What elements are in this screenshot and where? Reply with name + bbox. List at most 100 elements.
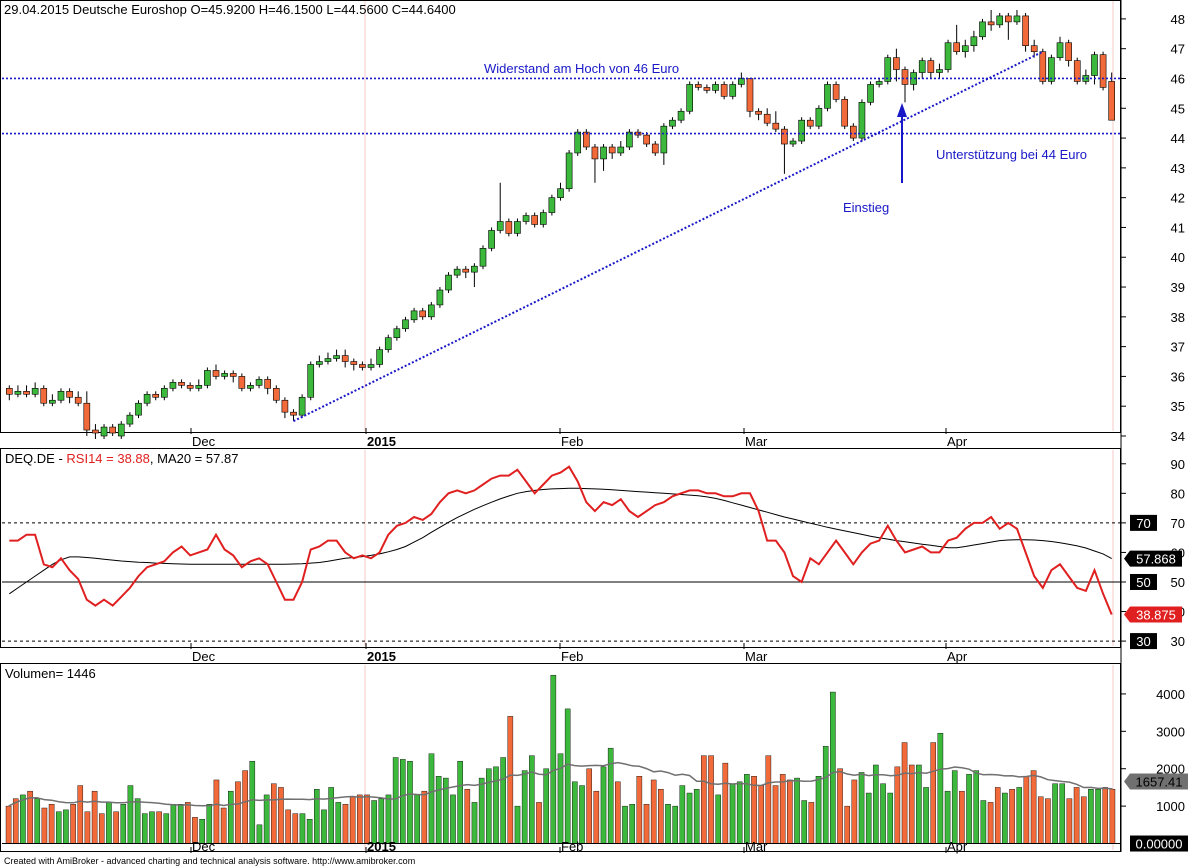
volume-bar-down xyxy=(894,766,901,844)
candle-down xyxy=(1022,15,1029,47)
candle-up xyxy=(729,84,737,97)
candle-down xyxy=(419,310,427,318)
volume-bar-up xyxy=(880,783,886,844)
candle-down xyxy=(763,113,771,124)
volume-bar-up xyxy=(736,781,743,844)
candle-up xyxy=(1013,15,1021,23)
candle-down xyxy=(5,388,13,395)
candle-up xyxy=(453,268,461,276)
volume-bar-up xyxy=(392,757,399,844)
volume-bar-down xyxy=(507,716,514,844)
candle-up xyxy=(393,328,401,338)
x-label: Apr xyxy=(947,649,968,664)
volume-bar-up xyxy=(435,776,442,844)
volume-ma-line xyxy=(8,761,1113,807)
volume-axis-label: 2000 xyxy=(1156,762,1185,777)
candle-up xyxy=(574,131,582,154)
x-label: Mar xyxy=(745,434,768,449)
candle-up xyxy=(626,131,633,148)
volume-bar-down xyxy=(787,779,793,844)
candle-down xyxy=(703,87,711,91)
x-label: Feb xyxy=(561,649,583,664)
volume-bar-up xyxy=(457,761,463,844)
price-axis-label: 42 xyxy=(1171,191,1185,206)
candle-down xyxy=(720,84,728,97)
candle-up xyxy=(738,78,745,85)
volume-bar-up xyxy=(622,805,628,844)
price-axis-label: 38 xyxy=(1171,310,1185,325)
volume-bar-up xyxy=(865,792,872,844)
volume-bar-down xyxy=(421,790,428,844)
candle-down xyxy=(359,364,366,368)
candle-down xyxy=(608,146,616,154)
price-axis-label: 36 xyxy=(1171,369,1185,384)
volume-bar-down xyxy=(772,785,779,844)
volume-bar-up xyxy=(1002,792,1008,844)
volume-bar-up xyxy=(629,804,635,844)
volume-bars xyxy=(2,675,1120,845)
candle-down xyxy=(238,376,246,389)
x-label: Feb xyxy=(561,434,583,449)
rsi-title: DEQ.DE - RSI14 = 38.88, MA20 = 57.87 xyxy=(5,451,238,466)
volume-title: Volumen= 1446 xyxy=(5,666,96,681)
candle-down xyxy=(987,21,995,26)
candle-up xyxy=(488,230,495,249)
volume-bar-up xyxy=(1016,787,1023,844)
volume-axis-label: 1000 xyxy=(1156,799,1185,814)
volume-bar-down xyxy=(77,785,84,844)
volume-bar-up xyxy=(471,802,478,844)
candle-up xyxy=(221,373,228,377)
candle-up xyxy=(117,423,125,437)
annotations xyxy=(2,50,1120,423)
candle-up xyxy=(427,304,435,318)
candle-down xyxy=(694,84,702,88)
volume-zero-tag-text: 0.00000 xyxy=(1136,837,1183,852)
candle-down xyxy=(1030,45,1038,52)
candle-up xyxy=(996,15,1004,26)
volume-bar-down xyxy=(84,811,91,844)
volume-bar-up xyxy=(170,804,177,844)
candle-up xyxy=(143,393,151,404)
candle-down xyxy=(893,57,900,70)
rsi14-line xyxy=(9,465,1113,615)
volume-bar-up xyxy=(579,785,585,844)
volume-bar-up xyxy=(1088,789,1094,844)
ma20-line xyxy=(9,487,1112,595)
candle-up xyxy=(789,140,797,145)
volume-bar-up xyxy=(1052,783,1058,844)
rsi-level-tag-text: 70 xyxy=(1136,516,1150,531)
volume-bar-down xyxy=(5,805,12,844)
volume-bar-down xyxy=(235,781,241,844)
candle-up xyxy=(247,385,254,389)
candle-up xyxy=(858,102,866,139)
candle-up xyxy=(100,426,108,437)
candle-up xyxy=(333,355,340,359)
volume-bar-up xyxy=(830,691,836,844)
volume-bar-down xyxy=(242,770,248,844)
volume-ma-tag xyxy=(1124,773,1188,790)
volume-bar-down xyxy=(593,790,600,844)
price-axis-label: 48 xyxy=(1171,12,1185,27)
volume-bar-up xyxy=(514,805,521,844)
volume-bar-up xyxy=(672,805,678,844)
volume-bar-down xyxy=(586,768,592,844)
volume-zero-tag xyxy=(1130,835,1188,852)
volume-bar-up xyxy=(134,798,141,844)
candle-down xyxy=(1073,60,1081,82)
candle-up xyxy=(798,119,805,142)
candle-up xyxy=(445,274,452,291)
candle-down xyxy=(1039,51,1047,82)
ma-value-tag-text: 57.868 xyxy=(1136,552,1176,567)
volume-bar-down xyxy=(808,802,815,844)
volume-bar-down xyxy=(1080,796,1087,844)
candle-up xyxy=(1048,57,1055,82)
volume-bar-up xyxy=(20,794,26,844)
candle-up xyxy=(944,42,952,70)
rsi-level-tag-text: 30 xyxy=(1136,634,1150,649)
rsi-axis-label: 30 xyxy=(1171,634,1185,649)
candle-down xyxy=(1099,54,1107,88)
volume-bar-down xyxy=(12,798,19,844)
price-axis-label: 39 xyxy=(1171,280,1185,295)
volume-bar-down xyxy=(1009,789,1015,844)
volume-bar-down xyxy=(650,779,657,844)
